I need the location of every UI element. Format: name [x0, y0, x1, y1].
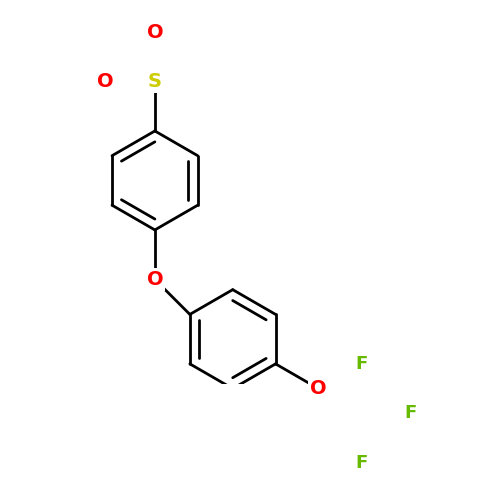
Text: O: O	[97, 72, 114, 91]
Text: F: F	[355, 355, 368, 373]
Text: O: O	[146, 22, 163, 42]
Text: S: S	[148, 72, 162, 91]
Text: O: O	[146, 270, 163, 289]
Text: O: O	[310, 379, 326, 398]
Text: F: F	[355, 454, 368, 472]
Text: F: F	[404, 404, 417, 422]
